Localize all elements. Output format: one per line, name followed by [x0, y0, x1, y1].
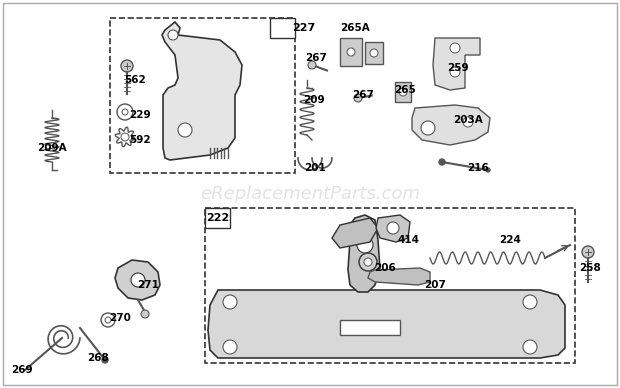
Text: 209A: 209A — [37, 143, 67, 153]
Circle shape — [347, 48, 355, 56]
Text: 592: 592 — [129, 135, 151, 145]
Text: 271: 271 — [137, 280, 159, 290]
Text: 265: 265 — [394, 85, 416, 95]
Circle shape — [486, 168, 490, 172]
Circle shape — [168, 30, 178, 40]
Polygon shape — [412, 105, 490, 145]
Text: 270: 270 — [109, 313, 131, 323]
Bar — [270, 18, 295, 38]
Circle shape — [359, 253, 377, 271]
Circle shape — [387, 222, 399, 234]
Text: 229: 229 — [129, 110, 151, 120]
Polygon shape — [115, 260, 160, 300]
Text: 216: 216 — [467, 163, 489, 173]
Circle shape — [105, 317, 111, 323]
Circle shape — [439, 159, 445, 165]
Polygon shape — [376, 215, 410, 242]
Circle shape — [523, 340, 537, 354]
Circle shape — [141, 310, 149, 318]
Text: 201: 201 — [304, 163, 326, 173]
Circle shape — [223, 295, 237, 309]
Bar — [340, 320, 400, 335]
Polygon shape — [368, 268, 430, 285]
Polygon shape — [348, 215, 380, 292]
Circle shape — [450, 43, 460, 53]
Circle shape — [450, 67, 460, 77]
Circle shape — [399, 88, 407, 96]
Text: eReplacementParts.com: eReplacementParts.com — [200, 185, 420, 203]
Circle shape — [122, 109, 128, 115]
Bar — [205, 208, 575, 363]
Bar — [365, 42, 383, 64]
Circle shape — [121, 60, 133, 72]
Circle shape — [178, 123, 192, 137]
Polygon shape — [332, 218, 378, 248]
Polygon shape — [162, 22, 242, 160]
Circle shape — [102, 357, 108, 363]
Text: 209: 209 — [303, 95, 325, 105]
Circle shape — [101, 313, 115, 327]
Circle shape — [421, 121, 435, 135]
Circle shape — [354, 94, 362, 102]
Circle shape — [364, 258, 372, 266]
Circle shape — [308, 61, 316, 69]
Text: 268: 268 — [87, 353, 109, 363]
Bar — [110, 18, 295, 173]
Text: 222: 222 — [206, 213, 229, 223]
Circle shape — [117, 104, 133, 120]
Text: 258: 258 — [579, 263, 601, 273]
Circle shape — [463, 117, 473, 127]
Circle shape — [357, 237, 373, 253]
Circle shape — [582, 246, 594, 258]
Text: 267: 267 — [305, 53, 327, 63]
Text: 265A: 265A — [340, 23, 370, 33]
Text: 227: 227 — [292, 23, 316, 33]
Text: 414: 414 — [397, 235, 419, 245]
Text: 224: 224 — [499, 235, 521, 245]
Polygon shape — [433, 38, 480, 90]
Circle shape — [523, 295, 537, 309]
Text: 267: 267 — [352, 90, 374, 100]
Text: 562: 562 — [124, 75, 146, 85]
Polygon shape — [208, 290, 565, 358]
Bar — [340, 38, 362, 66]
Text: 206: 206 — [374, 263, 396, 273]
Text: 259: 259 — [447, 63, 469, 73]
Text: 203A: 203A — [453, 115, 483, 125]
Text: 269: 269 — [11, 365, 33, 375]
Circle shape — [370, 49, 378, 57]
Circle shape — [223, 340, 237, 354]
Circle shape — [121, 133, 129, 141]
Circle shape — [131, 273, 145, 287]
Bar — [395, 82, 411, 102]
Bar — [205, 208, 230, 228]
Text: 207: 207 — [424, 280, 446, 290]
